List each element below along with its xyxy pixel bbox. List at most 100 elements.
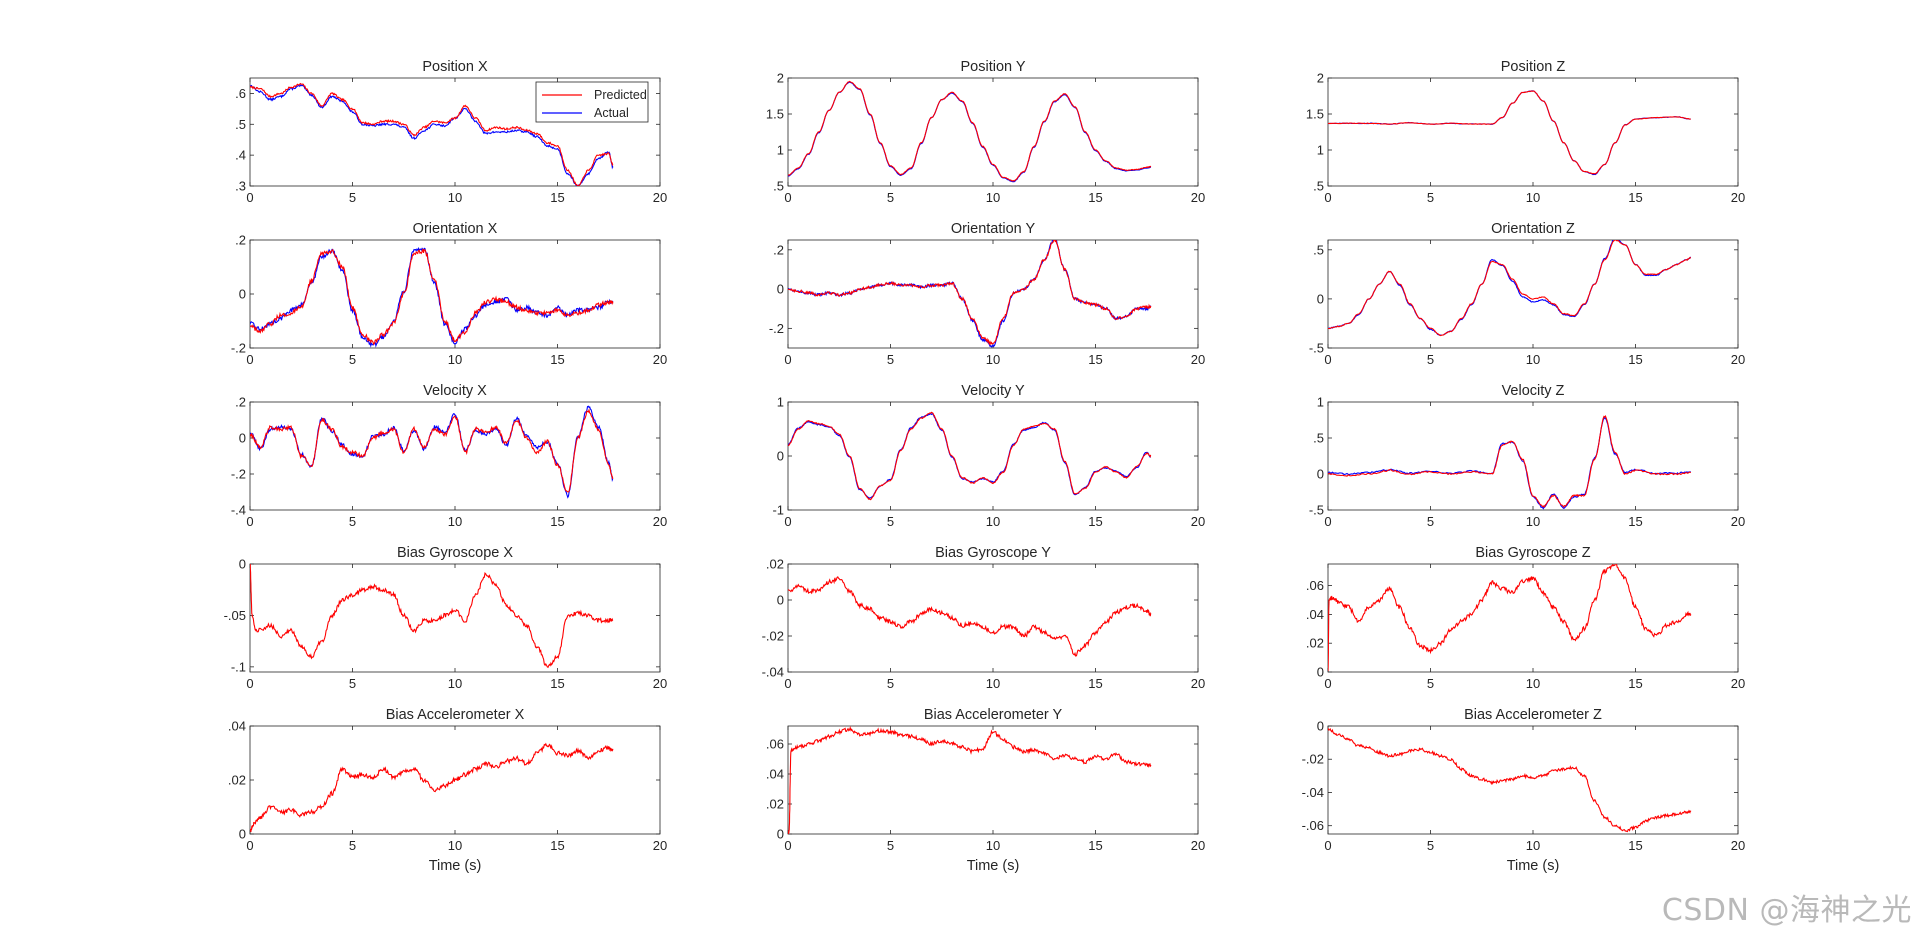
x-tick-label: 10 (1526, 514, 1540, 529)
x-tick-label: 20 (1731, 514, 1745, 529)
chart-title: Bias Accelerometer X (386, 707, 525, 723)
y-tick-label: 1.5 (766, 107, 784, 122)
y-tick-label: -.06 (1302, 818, 1324, 833)
axes-box (1327, 77, 1739, 187)
y-tick-label: -.2 (231, 341, 246, 356)
y-tick-label: .2 (773, 242, 784, 257)
chart-title: Bias Gyroscope Y (935, 545, 1051, 561)
y-tick-label: .3 (235, 179, 246, 194)
x-tick-label: 10 (448, 676, 462, 691)
x-tick-label: 15 (550, 514, 564, 529)
actual-series-line (1328, 416, 1691, 510)
y-tick-label: 0 (239, 431, 246, 446)
x-tick-label: 15 (1088, 514, 1102, 529)
chart-title: Orientation Z (1491, 221, 1575, 237)
x-tick-label: 5 (349, 838, 356, 853)
x-tick-label: 5 (349, 676, 356, 691)
y-tick-label: -.4 (231, 503, 246, 518)
x-tick-label: 0 (784, 190, 791, 205)
y-tick-label: -.02 (762, 629, 784, 644)
predicted-series-line (250, 82, 614, 186)
y-tick-label: .2 (235, 233, 246, 248)
x-tick-label: 15 (1628, 676, 1642, 691)
x-tick-label: 15 (1088, 190, 1102, 205)
x-tick-label: 20 (1191, 514, 1205, 529)
predicted-series-line (788, 726, 1152, 834)
chart-title: Position X (422, 59, 488, 75)
axes-box (249, 401, 661, 511)
y-tick-label: -.05 (224, 608, 246, 623)
x-tick-label: 10 (986, 838, 1000, 853)
x-tick-label: 15 (550, 190, 564, 205)
chart-title: Bias Accelerometer Y (924, 707, 1063, 723)
x-tick-label: 10 (448, 514, 462, 529)
x-tick-label: 10 (1526, 190, 1540, 205)
axes-box (1327, 239, 1739, 349)
y-tick-label: 1 (777, 143, 784, 158)
axes-box (787, 77, 1199, 187)
predicted-series-line (250, 248, 614, 346)
subplot-orientation-y: Orientation Y 0 5 10 15 20 -.2 0 .2 (769, 221, 1205, 367)
x-tick-label: 0 (1324, 190, 1331, 205)
y-tick-label: -.5 (1309, 341, 1324, 356)
predicted-series-line (250, 742, 614, 833)
y-tick-label: .2 (235, 395, 246, 410)
x-tick-label: 20 (653, 190, 667, 205)
y-tick-label: 0 (239, 287, 246, 302)
y-tick-label: .4 (235, 148, 246, 163)
predicted-series-line (788, 240, 1152, 346)
y-tick-label: 0 (1317, 291, 1324, 306)
x-tick-label: 10 (986, 514, 1000, 529)
x-tick-label: 5 (887, 676, 894, 691)
subplot-bias-accelerometer-y: Bias Accelerometer Y 0 5 10 15 20 0 .02 .04 .06 Ti… (766, 707, 1205, 874)
y-tick-label: -.04 (762, 665, 784, 680)
subplot-position-z: Position Z 0 5 10 15 20 .5 1 1.5 2 (1306, 59, 1745, 205)
y-tick-label: -.2 (231, 467, 246, 482)
y-tick-label: 0 (1317, 467, 1324, 482)
x-tick-label: 5 (1427, 676, 1434, 691)
chart-title: Velocity Y (961, 383, 1025, 399)
predicted-series-line (250, 408, 614, 493)
x-tick-label: 20 (653, 838, 667, 853)
y-tick-label: 0 (777, 449, 784, 464)
x-tick-label: 0 (1324, 352, 1331, 367)
chart-title: Bias Gyroscope Z (1475, 545, 1590, 561)
x-axis-label: Time (s) (1507, 858, 1560, 874)
predicted-series-line (788, 80, 1152, 182)
x-tick-label: 5 (349, 352, 356, 367)
x-tick-label: 20 (1731, 676, 1745, 691)
chart-title: Bias Accelerometer Z (1464, 707, 1602, 723)
x-tick-label: 20 (1191, 190, 1205, 205)
x-tick-label: 5 (1427, 352, 1434, 367)
subplot-bias-accelerometer-x: Bias Accelerometer X 0 5 10 15 20 0 .02 .04 Time … (228, 707, 667, 874)
x-tick-label: 0 (1324, 838, 1331, 853)
x-tick-label: 0 (784, 514, 791, 529)
x-tick-label: 20 (1731, 190, 1745, 205)
legend: Predicted Actual (535, 81, 649, 123)
legend-predicted-label: Predicted (594, 88, 647, 102)
subplot-bias-gyroscope-y: Bias Gyroscope Y 0 5 10 15 20 -.04 -.02 0 .02 (762, 545, 1206, 691)
x-tick-label: 15 (1088, 352, 1102, 367)
y-tick-label: .5 (1313, 179, 1324, 194)
x-tick-label: 10 (448, 838, 462, 853)
x-tick-label: 0 (784, 352, 791, 367)
y-tick-label: -.1 (231, 659, 246, 674)
axes-box (787, 563, 1199, 673)
subplot-bias-gyroscope-z: Bias Gyroscope Z 0 5 10 15 20 0 .02 .04 .06 (1306, 545, 1745, 691)
y-tick-label: .06 (1306, 578, 1324, 593)
x-tick-label: 15 (1088, 676, 1102, 691)
y-tick-label: 1 (1317, 395, 1324, 410)
x-tick-label: 0 (784, 676, 791, 691)
axes-box (1327, 401, 1739, 511)
y-tick-label: 1.5 (1306, 107, 1324, 122)
x-tick-label: 5 (349, 514, 356, 529)
predicted-series-line (1328, 727, 1692, 833)
x-tick-label: 20 (1191, 838, 1205, 853)
y-tick-label: .5 (1313, 242, 1324, 257)
subplot-velocity-z: Velocity Z0 5 10 15 20-.50.51 (1309, 383, 1745, 529)
x-tick-label: 5 (887, 352, 894, 367)
y-tick-label: .04 (766, 767, 784, 782)
predicted-series-line (250, 564, 614, 669)
x-tick-label: 5 (887, 838, 894, 853)
